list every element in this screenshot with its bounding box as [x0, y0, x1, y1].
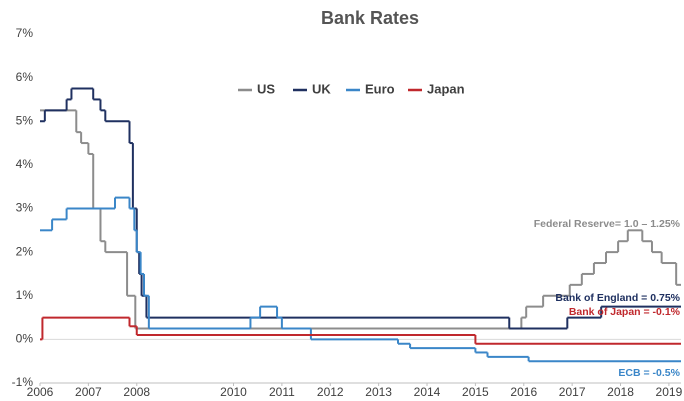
x-tick-label: 2018 — [607, 385, 634, 399]
x-tick-label: 2011 — [269, 385, 295, 399]
x-tick-label: 2006 — [27, 385, 54, 399]
x-tick-label: 2013 — [365, 385, 392, 399]
legend-label: US — [257, 81, 275, 96]
annotation: Bank of Japan = -0.1% — [569, 306, 681, 318]
x-tick-label: 2012 — [317, 385, 344, 399]
x-tick-label: 2017 — [559, 385, 586, 399]
annotation: Bank of England = 0.75% — [555, 292, 680, 304]
x-tick-label: 2015 — [462, 385, 489, 399]
y-tick-label: 5% — [16, 113, 34, 127]
y-tick-label: 6% — [16, 70, 34, 84]
y-tick-label: -1% — [12, 375, 34, 389]
y-tick-label: 4% — [16, 157, 34, 171]
x-tick-label: 2019 — [656, 385, 683, 399]
y-tick-label: 3% — [16, 201, 34, 215]
x-tick-label: 2008 — [123, 385, 150, 399]
x-tick-label: 2010 — [220, 385, 247, 399]
legend-label: Japan — [427, 81, 465, 96]
y-tick-label: 0% — [16, 332, 34, 346]
legend-label: UK — [312, 81, 331, 96]
y-tick-label: 1% — [16, 288, 34, 302]
x-tick-label: 2014 — [414, 385, 441, 399]
x-tick-label: 2016 — [510, 385, 537, 399]
legend-label: Euro — [365, 81, 395, 96]
annotation: ECB = -0.5% — [618, 367, 680, 379]
x-tick-label: 2007 — [75, 385, 102, 399]
y-tick-label: 7% — [16, 26, 34, 40]
y-tick-label: 2% — [16, 244, 34, 258]
annotation: Federal Reserve= 1.0 – 1.25% — [534, 218, 681, 230]
chart-title: Bank Rates — [321, 8, 419, 28]
